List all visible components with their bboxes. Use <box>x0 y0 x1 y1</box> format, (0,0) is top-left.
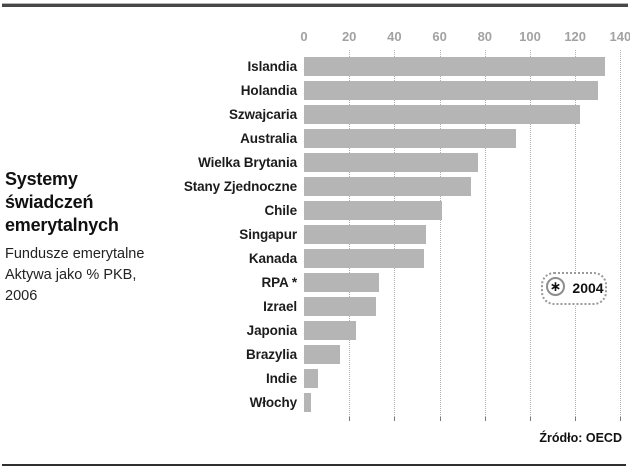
chart-title: Systemy świadczeń emerytalnych <box>5 168 205 237</box>
bar <box>304 153 479 172</box>
category-label: Holandia <box>240 83 297 98</box>
x-axis-tick-label: 140 <box>609 29 630 44</box>
x-axis-tick-label: 100 <box>519 29 541 44</box>
category-label: Indie <box>265 371 297 386</box>
gridline <box>530 50 531 421</box>
bar <box>304 105 580 124</box>
bar <box>304 57 605 76</box>
bar <box>304 369 318 388</box>
category-label: Izrael <box>263 299 297 314</box>
bar <box>304 225 427 244</box>
top-rule <box>2 3 628 7</box>
chart-subtitle-line-1: Fundusze emerytalne <box>5 246 145 262</box>
asterisk-circle-icon: ∗ <box>546 277 565 296</box>
bar <box>304 345 341 364</box>
category-label: Australia <box>240 131 297 146</box>
bottom-rule <box>2 464 626 466</box>
category-label: Stany Zjednoczne <box>183 179 297 194</box>
category-label: Japonia <box>246 323 297 338</box>
x-axis-tick-label: 80 <box>477 29 493 44</box>
legend-box: ∗ 2004 <box>541 272 607 305</box>
category-label: Włochy <box>249 395 298 410</box>
bar <box>304 177 472 196</box>
plot-area <box>304 50 626 421</box>
x-axis-tick-label: 60 <box>432 29 447 44</box>
gridline <box>484 50 486 421</box>
chart-subtitle: Fundusze emerytalne Aktywa jako % PKB, 2… <box>5 244 205 307</box>
chart-subtitle-line-3: 2006 <box>5 288 38 304</box>
x-axis-tick-label: 20 <box>341 29 357 44</box>
bar <box>304 297 377 316</box>
chart-title-block: Systemy świadczeń emerytalnych Fundusze … <box>5 168 205 307</box>
category-label: Brazylia <box>246 347 297 362</box>
bar <box>304 201 442 220</box>
x-axis: 0 20 40 60 80 100 120 140 <box>300 29 630 45</box>
gridline <box>575 50 577 421</box>
bar <box>304 273 379 292</box>
category-label: Islandia <box>247 59 298 74</box>
category-label: Wielka Brytania <box>198 155 297 170</box>
category-labels: Islandia Holandia Szwajcaria Australia Wielk… <box>0 50 297 421</box>
chart-subtitle-line-2: Aktywa jako % PKB, <box>5 267 137 283</box>
bar <box>304 129 517 148</box>
x-axis-tick-label: 120 <box>564 29 587 44</box>
category-label: Kanada <box>248 251 297 266</box>
source-note: Źródło: OECD <box>539 431 622 445</box>
bar <box>304 393 311 412</box>
x-axis-tick-label: 40 <box>387 29 402 44</box>
x-axis-tick-label: 0 <box>300 29 308 44</box>
bar <box>304 81 598 100</box>
category-label: Singapur <box>239 227 297 242</box>
chart-title-line-3: emerytalnych <box>5 215 119 235</box>
chart-title-line-1: Systemy <box>5 169 78 189</box>
category-label: Szwajcaria <box>228 107 297 122</box>
asterisk-icon: ∗ <box>549 278 562 294</box>
gridline <box>620 50 622 421</box>
category-label: RPA * <box>261 275 297 290</box>
bar <box>304 249 424 268</box>
gridline <box>439 50 441 421</box>
category-label: Chile <box>264 203 297 218</box>
bar <box>304 321 356 340</box>
legend-label: 2004 <box>572 280 604 296</box>
chart-title-line-2: świadczeń <box>5 192 94 212</box>
